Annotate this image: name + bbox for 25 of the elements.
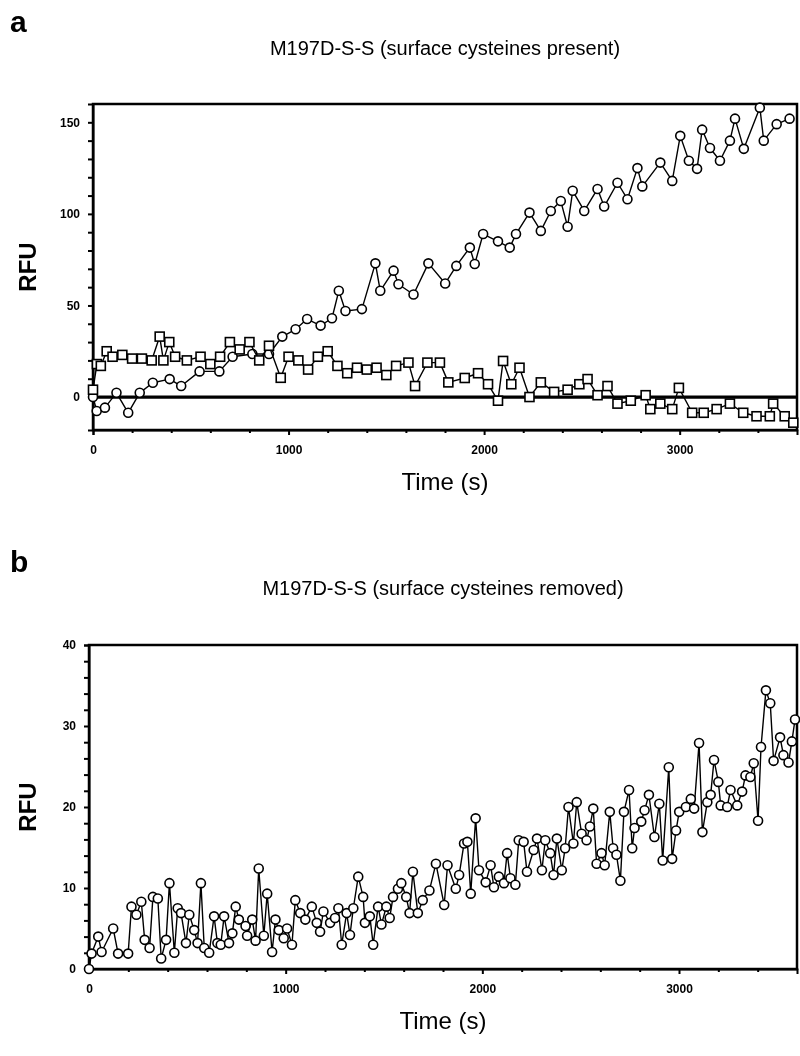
y-tick-label: 150 <box>59 115 81 130</box>
text: b <box>10 545 29 578</box>
x-tick-label: 3000 <box>666 981 694 996</box>
y-tick-label: 100 <box>59 207 81 222</box>
x-tick-label: 0 <box>90 442 98 457</box>
y-tick-label: 30 <box>62 719 77 734</box>
y-tick-label: 20 <box>62 800 77 815</box>
x-tick-label: 1000 <box>272 981 300 996</box>
text: a <box>10 5 27 38</box>
chart-title: M197D-S-S (surface cysteines removed) <box>262 577 624 599</box>
x-tick-label: 1000 <box>275 442 303 457</box>
y-tick-label: 0 <box>69 962 77 977</box>
y-axis-title: RFU <box>14 242 41 292</box>
x-tick-label: 3000 <box>666 442 694 457</box>
x-tick-label: 2000 <box>469 981 497 996</box>
y-axis-title: RFU <box>14 782 41 832</box>
y-tick-label: 50 <box>66 298 81 313</box>
y-tick-label: 10 <box>62 881 77 896</box>
x-tick-label: 2000 <box>471 442 499 457</box>
x-tick-label: 0 <box>86 981 94 996</box>
y-tick-label: 40 <box>62 638 77 653</box>
chart-title: M197D-S-S (surface cysteines present) <box>269 37 621 59</box>
x-axis-title: Time (s) <box>399 1007 487 1034</box>
y-tick-label: 0 <box>73 390 81 405</box>
x-axis-title: Time (s) <box>401 468 489 495</box>
